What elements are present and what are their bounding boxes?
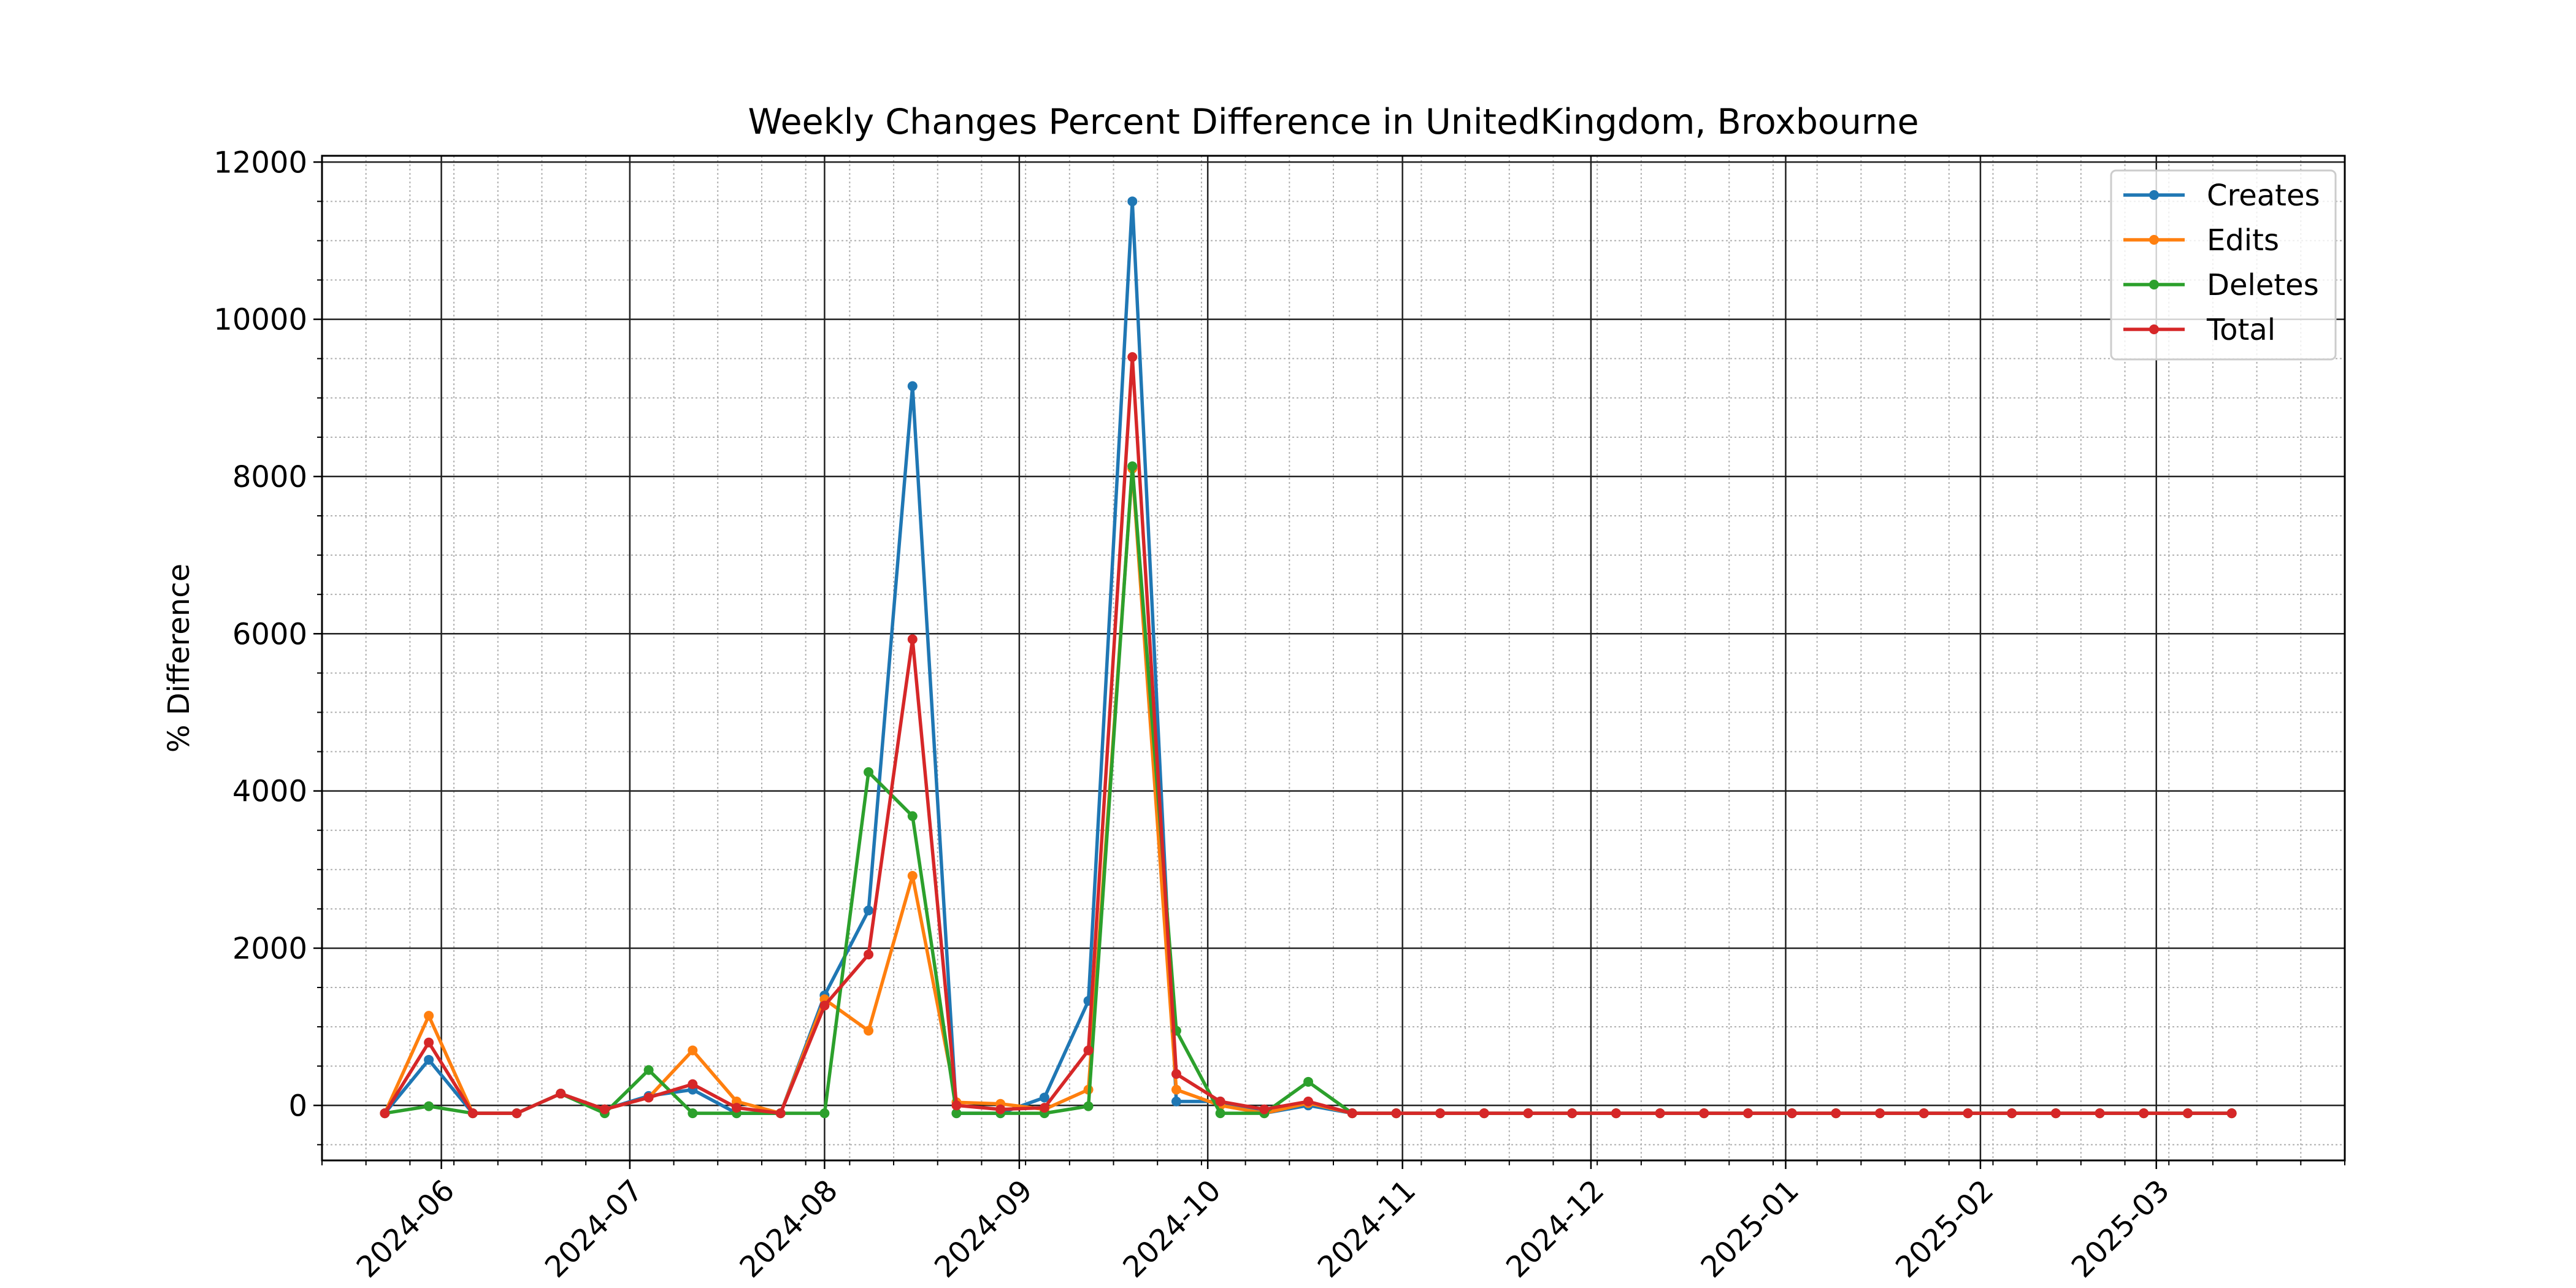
legend-label-deletes: Deletes [2207, 268, 2319, 302]
data-point-total [775, 1108, 786, 1119]
y-tick-label: 0 [288, 1089, 307, 1123]
data-point-deletes [1303, 1076, 1314, 1087]
data-point-total [819, 1000, 830, 1011]
data-point-total [1919, 1108, 1929, 1119]
data-point-total [1787, 1108, 1797, 1119]
data-point-total [424, 1037, 434, 1048]
y-axis-label: % Difference [162, 564, 196, 753]
data-point-total [512, 1108, 522, 1119]
major-grid [322, 156, 2345, 1160]
data-point-edits [424, 1011, 434, 1021]
data-point-total [599, 1104, 610, 1114]
data-point-total [1083, 1045, 1094, 1056]
legend-marker-deletes [2149, 280, 2159, 289]
legend-marker-total [2149, 324, 2159, 334]
data-point-total [864, 949, 874, 960]
y-tick-label: 4000 [232, 775, 307, 809]
data-point-deletes [1215, 1108, 1225, 1119]
data-point-total [2050, 1108, 2061, 1119]
data-point-deletes [688, 1108, 698, 1119]
data-point-total [1479, 1108, 1489, 1119]
data-point-total [1567, 1108, 1577, 1119]
data-point-creates [424, 1054, 434, 1065]
data-point-total [2007, 1108, 2017, 1119]
data-point-total [2182, 1108, 2193, 1119]
data-point-edits [907, 871, 918, 881]
data-point-deletes [819, 1108, 830, 1119]
legend-box [2110, 169, 2337, 361]
data-point-total [1215, 1096, 1225, 1106]
minor-grid [321, 156, 2345, 1160]
data-point-total [1303, 1096, 1314, 1106]
data-point-total [951, 1100, 962, 1111]
data-point-deletes [907, 811, 918, 821]
data-point-edits [864, 1025, 874, 1036]
data-point-total [2226, 1108, 2237, 1119]
data-point-total [1259, 1104, 1270, 1114]
data-point-total [2139, 1108, 2149, 1119]
data-point-creates [864, 905, 874, 916]
data-point-total [907, 634, 918, 645]
data-point-deletes [643, 1065, 654, 1075]
data-point-total [1523, 1108, 1533, 1119]
y-tick-label: 2000 [232, 932, 307, 966]
data-point-total [1742, 1108, 1753, 1119]
y-tick-label: 12000 [213, 145, 307, 180]
data-point-total [1127, 352, 1138, 362]
data-point-edits [1171, 1084, 1181, 1095]
data-point-deletes [1083, 1101, 1094, 1111]
data-point-creates [1171, 1096, 1181, 1106]
data-point-total [1347, 1108, 1357, 1119]
data-point-total [731, 1103, 742, 1113]
data-point-total [1391, 1108, 1401, 1119]
data-point-total [1435, 1108, 1446, 1119]
data-point-deletes [424, 1101, 434, 1111]
data-point-total [556, 1089, 566, 1099]
data-point-edits [688, 1045, 698, 1056]
data-point-total [995, 1104, 1006, 1114]
data-point-total [1611, 1108, 1621, 1119]
data-point-total [2095, 1108, 2105, 1119]
data-point-deletes [1127, 461, 1138, 472]
legend: Creates Edits Deletes Total [2110, 169, 2337, 361]
series-layer [380, 196, 2237, 1119]
y-tick-label: 8000 [232, 460, 307, 494]
data-point-deletes [864, 767, 874, 777]
data-point-total [380, 1108, 390, 1119]
data-point-creates [1127, 196, 1138, 207]
legend-label-edits: Edits [2207, 223, 2279, 258]
y-tick-label: 6000 [232, 617, 307, 651]
legend-marker-creates [2149, 190, 2159, 200]
legend-label-total: Total [2206, 313, 2275, 347]
data-point-total [1039, 1103, 1049, 1113]
legend-marker-edits [2149, 235, 2159, 245]
data-point-total [688, 1079, 698, 1089]
y-tick-label: 10000 [213, 303, 307, 337]
data-point-creates [1039, 1092, 1049, 1103]
data-point-total [1655, 1108, 1665, 1119]
data-point-total [1875, 1108, 1885, 1119]
data-point-total [1699, 1108, 1709, 1119]
data-point-creates [907, 381, 918, 391]
data-point-total [1963, 1108, 1973, 1119]
data-point-total [1171, 1069, 1181, 1079]
data-point-total [467, 1108, 478, 1119]
legend-label-creates: Creates [2207, 178, 2320, 213]
data-point-deletes [951, 1108, 962, 1119]
data-point-total [643, 1092, 654, 1103]
data-point-total [1831, 1108, 1841, 1119]
chart-title: Weekly Changes Percent Difference in Uni… [748, 102, 1919, 142]
